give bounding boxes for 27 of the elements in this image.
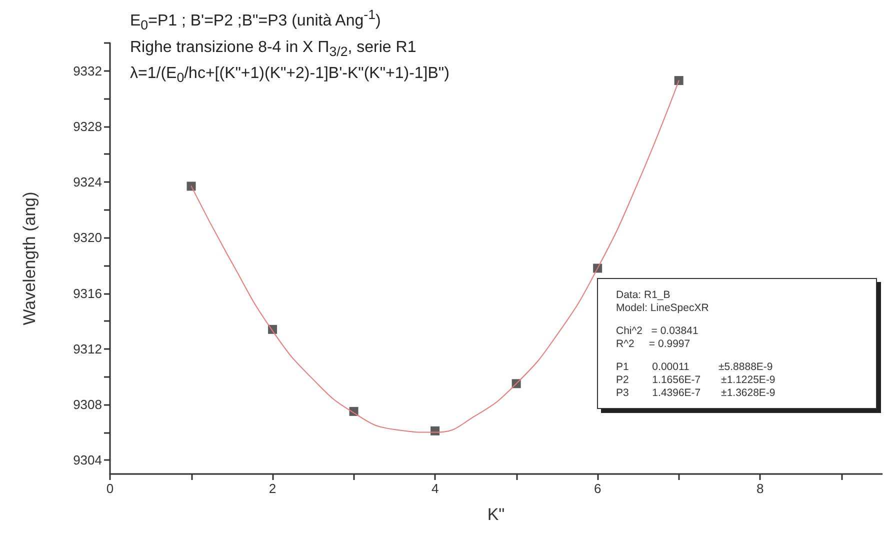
- chart-subtitle: Righe transizione 8-4 in X Π$_{3/2}$, serie R1: [130, 38, 418, 61]
- annotation: P3 1.4396E-7 ±1.3628E-9: [616, 387, 776, 400]
- x-tick-label: 6: [594, 481, 602, 496]
- annotation: Model: LineSpecXR: [616, 302, 710, 315]
- y-tick-label: 9320: [73, 230, 102, 246]
- annotation: P1 0.00011 ±5.8888E-9: [616, 361, 774, 374]
- annotation: R^2 = 0.9997: [616, 338, 692, 351]
- x-tick-label: 2: [268, 481, 276, 496]
- annotation: λ=1/(E$_{0}$/hc+[(K"+1)(K"+2)-1]B'-K"(K"+1)-1]B"): [130, 64, 450, 87]
- y-tick-label: 9324: [73, 174, 102, 190]
- y-axis-title: Wavelength (ang): [20, 192, 39, 326]
- x-axis-title: K": [487, 505, 505, 524]
- y-tick-label: 9316: [73, 286, 102, 301]
- x-tick-label: 0: [106, 481, 114, 496]
- y-tick-label: 9332: [73, 63, 102, 78]
- x-tick-label: 8: [756, 481, 764, 496]
- y-tick-label: 9328: [73, 118, 102, 134]
- x-tick-label: 4: [431, 481, 439, 496]
- y-tick-label: 9312: [73, 341, 102, 356]
- annotation: P2 1.1656E-7 ±1.1225E-9: [616, 374, 776, 387]
- y-tick-label: 9304: [73, 452, 102, 468]
- point: [674, 76, 684, 86]
- annotation: Chi^2 = 0.03841: [616, 325, 700, 338]
- annotation: Data: R1_B: [616, 289, 672, 302]
- point: [186, 182, 196, 191]
- chart-title: E$_{0}$=P1 ; B'=P2 ;B"=P3 (unità Ang$^{-1}$): [130, 6, 382, 35]
- y-tick-label: 9308: [73, 396, 102, 412]
